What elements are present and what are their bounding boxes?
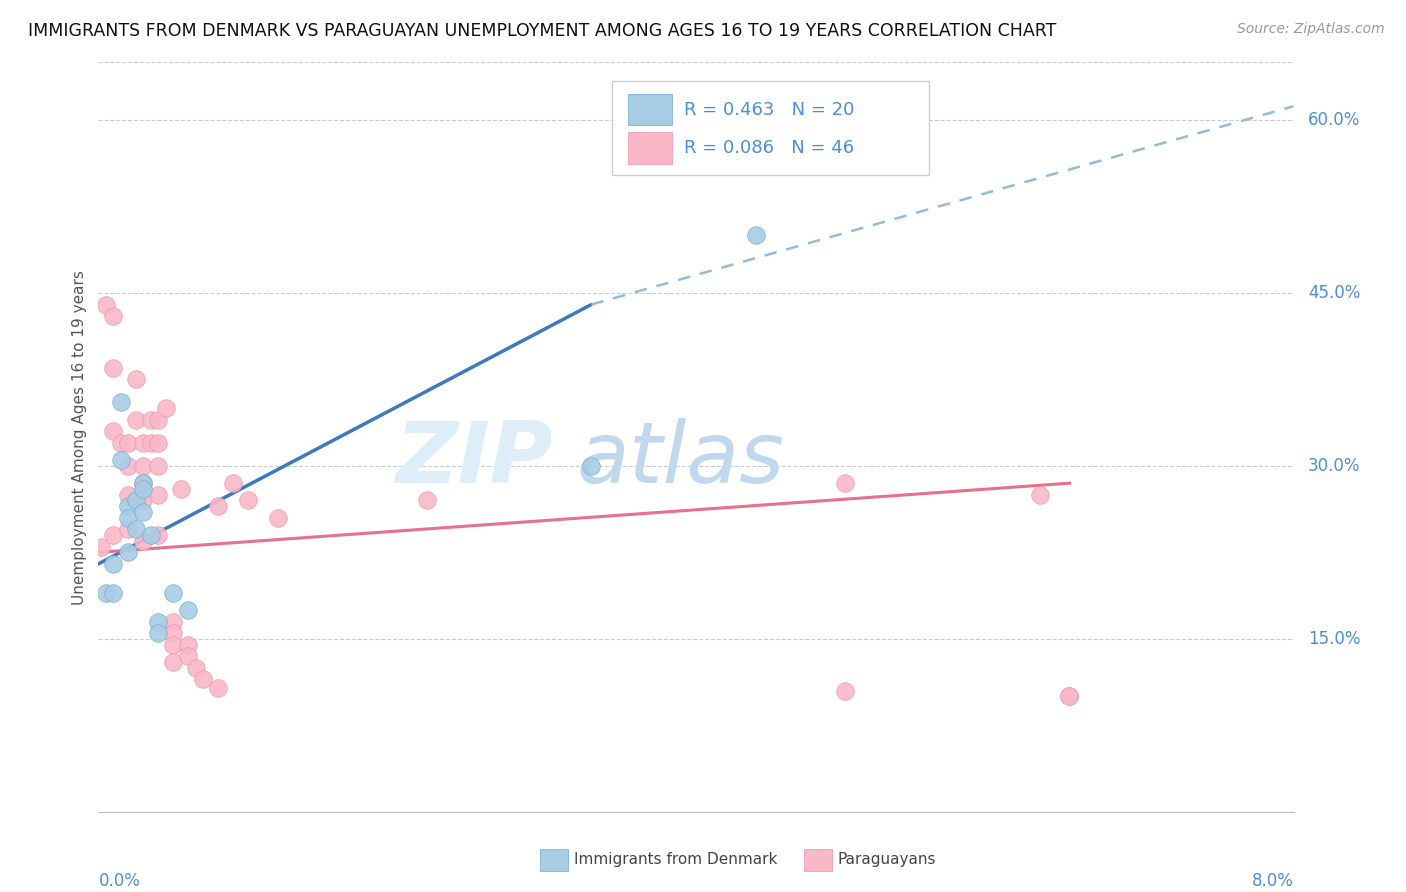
- Text: Paraguayans: Paraguayans: [838, 853, 936, 867]
- Point: [162, 655, 184, 669]
- FancyBboxPatch shape: [613, 81, 929, 175]
- Text: 8.0%: 8.0%: [1251, 871, 1294, 889]
- Point: [236, 493, 259, 508]
- Point: [132, 435, 155, 450]
- Point: [125, 413, 148, 427]
- Text: 60.0%: 60.0%: [1308, 112, 1360, 129]
- Point: [162, 615, 184, 629]
- Y-axis label: Unemployment Among Ages 16 to 19 years: Unemployment Among Ages 16 to 19 years: [72, 269, 87, 605]
- Point: [1059, 690, 1081, 704]
- Point: [139, 435, 162, 450]
- Point: [1059, 690, 1081, 704]
- Point: [132, 533, 155, 548]
- Point: [416, 493, 439, 508]
- Point: [103, 585, 125, 599]
- Point: [745, 228, 768, 243]
- Point: [90, 540, 112, 554]
- Point: [103, 309, 125, 323]
- Point: [148, 488, 170, 502]
- Point: [207, 500, 229, 514]
- Point: [110, 435, 132, 450]
- Text: IMMIGRANTS FROM DENMARK VS PARAGUAYAN UNEMPLOYMENT AMONG AGES 16 TO 19 YEARS COR: IMMIGRANTS FROM DENMARK VS PARAGUAYAN UN…: [28, 22, 1056, 40]
- Text: 15.0%: 15.0%: [1308, 630, 1361, 648]
- Point: [117, 488, 139, 502]
- Text: Immigrants from Denmark: Immigrants from Denmark: [574, 853, 778, 867]
- Point: [94, 585, 117, 599]
- Point: [1028, 488, 1050, 502]
- Point: [162, 626, 184, 640]
- Point: [148, 626, 170, 640]
- Point: [117, 435, 139, 450]
- Point: [117, 500, 139, 514]
- Point: [177, 603, 200, 617]
- Point: [117, 458, 139, 473]
- Point: [834, 476, 856, 491]
- Text: R = 0.463   N = 20: R = 0.463 N = 20: [685, 101, 855, 119]
- Point: [191, 672, 214, 686]
- Point: [169, 482, 191, 496]
- Point: [125, 493, 148, 508]
- Point: [117, 545, 139, 559]
- Point: [162, 585, 184, 599]
- Point: [177, 649, 200, 664]
- Point: [267, 510, 290, 524]
- Point: [581, 458, 603, 473]
- Point: [132, 482, 155, 496]
- Point: [148, 435, 170, 450]
- Point: [148, 458, 170, 473]
- Point: [139, 528, 162, 542]
- Point: [125, 372, 148, 386]
- Text: 45.0%: 45.0%: [1308, 284, 1360, 302]
- Point: [148, 528, 170, 542]
- Point: [162, 638, 184, 652]
- Point: [110, 395, 132, 409]
- Point: [148, 413, 170, 427]
- Point: [132, 476, 155, 491]
- Point: [132, 476, 155, 491]
- Text: atlas: atlas: [576, 418, 785, 501]
- Point: [132, 493, 155, 508]
- FancyBboxPatch shape: [628, 132, 672, 163]
- Point: [132, 505, 155, 519]
- Point: [207, 681, 229, 696]
- Text: Source: ZipAtlas.com: Source: ZipAtlas.com: [1237, 22, 1385, 37]
- Point: [117, 522, 139, 536]
- Point: [125, 522, 148, 536]
- Text: 0.0%: 0.0%: [98, 871, 141, 889]
- Point: [110, 453, 132, 467]
- Point: [94, 297, 117, 311]
- Point: [103, 360, 125, 375]
- Point: [103, 425, 125, 439]
- Point: [155, 401, 177, 416]
- Text: R = 0.086   N = 46: R = 0.086 N = 46: [685, 139, 853, 157]
- Point: [184, 660, 207, 674]
- Point: [177, 638, 200, 652]
- Text: 30.0%: 30.0%: [1308, 457, 1361, 475]
- Point: [834, 683, 856, 698]
- Point: [132, 458, 155, 473]
- Text: ZIP: ZIP: [395, 418, 553, 501]
- Point: [139, 413, 162, 427]
- Point: [103, 528, 125, 542]
- Point: [148, 615, 170, 629]
- Point: [103, 557, 125, 571]
- FancyBboxPatch shape: [628, 94, 672, 126]
- Point: [222, 476, 245, 491]
- Point: [117, 510, 139, 524]
